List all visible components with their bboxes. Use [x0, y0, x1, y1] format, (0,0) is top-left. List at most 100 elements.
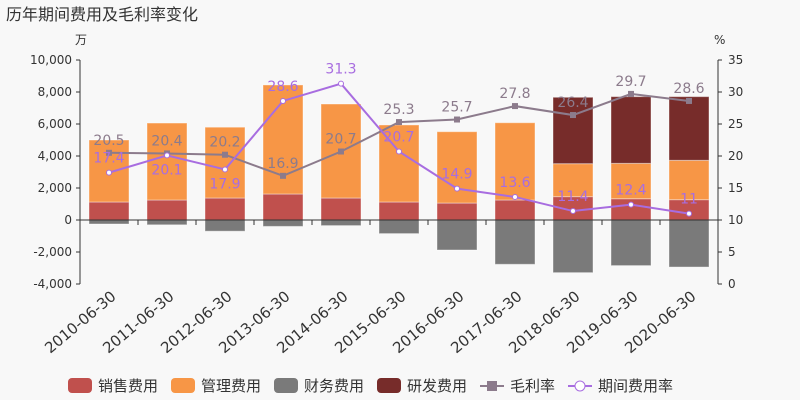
bar-销售费用 [320, 197, 362, 221]
legend-label: 财务费用 [304, 377, 364, 395]
bar-管理费用 [494, 122, 536, 201]
bar-财务费用 [88, 219, 130, 225]
legend-swatch-财务费用 [274, 378, 298, 393]
bar-销售费用 [204, 197, 246, 221]
right-tick-label: 30 [728, 85, 743, 99]
bar-销售费用 [146, 199, 188, 221]
point-期间费用率 [686, 210, 692, 217]
data-label-毛利率: 27.8 [499, 86, 530, 102]
left-tick-label: 10,000 [30, 53, 72, 67]
right-unit-label: % [714, 33, 725, 47]
data-label-期间费用率: 13.6 [499, 175, 530, 191]
point-期间费用率 [396, 148, 402, 155]
bar-销售费用 [262, 193, 304, 221]
data-label-期间费用率: 11.4 [557, 189, 588, 205]
data-label-期间费用率: 17.9 [209, 176, 240, 192]
point-期间费用率 [512, 193, 518, 200]
bar-管理费用 [552, 163, 594, 198]
data-label-毛利率: 20.5 [93, 133, 124, 149]
point-毛利率 [280, 172, 286, 179]
data-label-毛利率: 16.9 [267, 156, 298, 172]
legend-marker-毛利率 [487, 381, 497, 391]
legend-label: 期间费用率 [598, 377, 673, 395]
point-毛利率 [628, 90, 634, 97]
legend-label: 毛利率 [510, 377, 555, 395]
point-毛利率 [106, 149, 112, 156]
left-tick-label: 0 [64, 213, 72, 227]
bar-管理费用 [146, 122, 188, 201]
legend-swatch-销售费用 [68, 378, 92, 393]
bar-管理费用 [668, 159, 710, 201]
bar-财务费用 [436, 219, 478, 251]
point-期间费用率 [106, 169, 112, 176]
point-毛利率 [570, 112, 576, 119]
legend-swatch-管理费用 [171, 378, 195, 393]
point-毛利率 [512, 103, 518, 110]
point-毛利率 [396, 119, 402, 126]
point-期间费用率 [628, 201, 634, 208]
right-tick-label: 35 [728, 53, 743, 67]
bar-财务费用 [494, 219, 536, 265]
point-期间费用率 [164, 152, 170, 159]
point-期间费用率 [338, 80, 344, 87]
left-tick-label: -2,000 [33, 245, 72, 259]
left-tick-label: 2,000 [38, 181, 72, 195]
data-label-期间费用率: 11 [680, 192, 698, 208]
right-tick-label: 10 [728, 213, 743, 227]
right-tick-label: 15 [728, 181, 743, 195]
legend-swatch-研发费用 [377, 378, 401, 393]
right-tick-label: 25 [728, 117, 743, 131]
data-label-毛利率: 25.3 [383, 102, 414, 118]
point-期间费用率 [454, 185, 460, 192]
point-毛利率 [222, 151, 228, 158]
data-label-毛利率: 26.4 [557, 95, 588, 111]
bar-财务费用 [668, 219, 710, 268]
data-label-期间费用率: 20.7 [383, 130, 414, 146]
point-期间费用率 [222, 166, 228, 173]
data-label-毛利率: 20.4 [151, 133, 182, 149]
legend-label: 销售费用 [98, 377, 158, 395]
bar-研发费用 [610, 96, 652, 164]
right-tick-label: 5 [728, 245, 736, 259]
point-毛利率 [454, 116, 460, 123]
data-label-毛利率: 28.6 [673, 81, 704, 97]
data-label-期间费用率: 28.6 [267, 79, 298, 95]
bar-研发费用 [552, 96, 594, 165]
bar-销售费用 [436, 202, 478, 221]
bar-财务费用 [262, 219, 304, 227]
left-tick-label: 4,000 [38, 149, 72, 163]
data-label-期间费用率: 31.3 [325, 62, 356, 78]
bar-研发费用 [668, 96, 710, 161]
data-label-毛利率: 25.7 [441, 100, 472, 116]
bar-销售费用 [378, 201, 420, 221]
legend-label: 管理费用 [201, 377, 261, 395]
point-毛利率 [338, 148, 344, 155]
point-期间费用率 [570, 208, 576, 215]
left-tick-label: -4,000 [33, 277, 72, 291]
data-label-期间费用率: 20.1 [151, 162, 182, 178]
data-label-期间费用率: 14.9 [441, 167, 472, 183]
data-label-毛利率: 20.7 [325, 132, 356, 148]
point-毛利率 [686, 97, 692, 104]
bar-财务费用 [378, 219, 420, 235]
bar-销售费用 [494, 199, 536, 221]
bar-财务费用 [552, 219, 594, 274]
data-label-期间费用率: 12.4 [615, 183, 646, 199]
bar-财务费用 [204, 219, 246, 232]
left-unit-label: 万 [75, 33, 87, 47]
bar-销售费用 [88, 201, 130, 221]
legend-marker-期间费用率 [574, 380, 586, 392]
right-tick-label: 20 [728, 149, 743, 163]
bar-财务费用 [146, 219, 188, 226]
left-tick-label: 6,000 [38, 117, 72, 131]
data-label-毛利率: 20.2 [209, 135, 240, 151]
bar-财务费用 [320, 219, 362, 227]
data-label-期间费用率: 17.4 [93, 151, 124, 167]
chart-title: 历年期间费用及毛利率变化 [6, 5, 198, 24]
point-期间费用率 [280, 97, 286, 104]
data-label-毛利率: 29.7 [615, 74, 646, 90]
bar-财务费用 [610, 219, 652, 267]
legend-label: 研发费用 [407, 377, 467, 395]
